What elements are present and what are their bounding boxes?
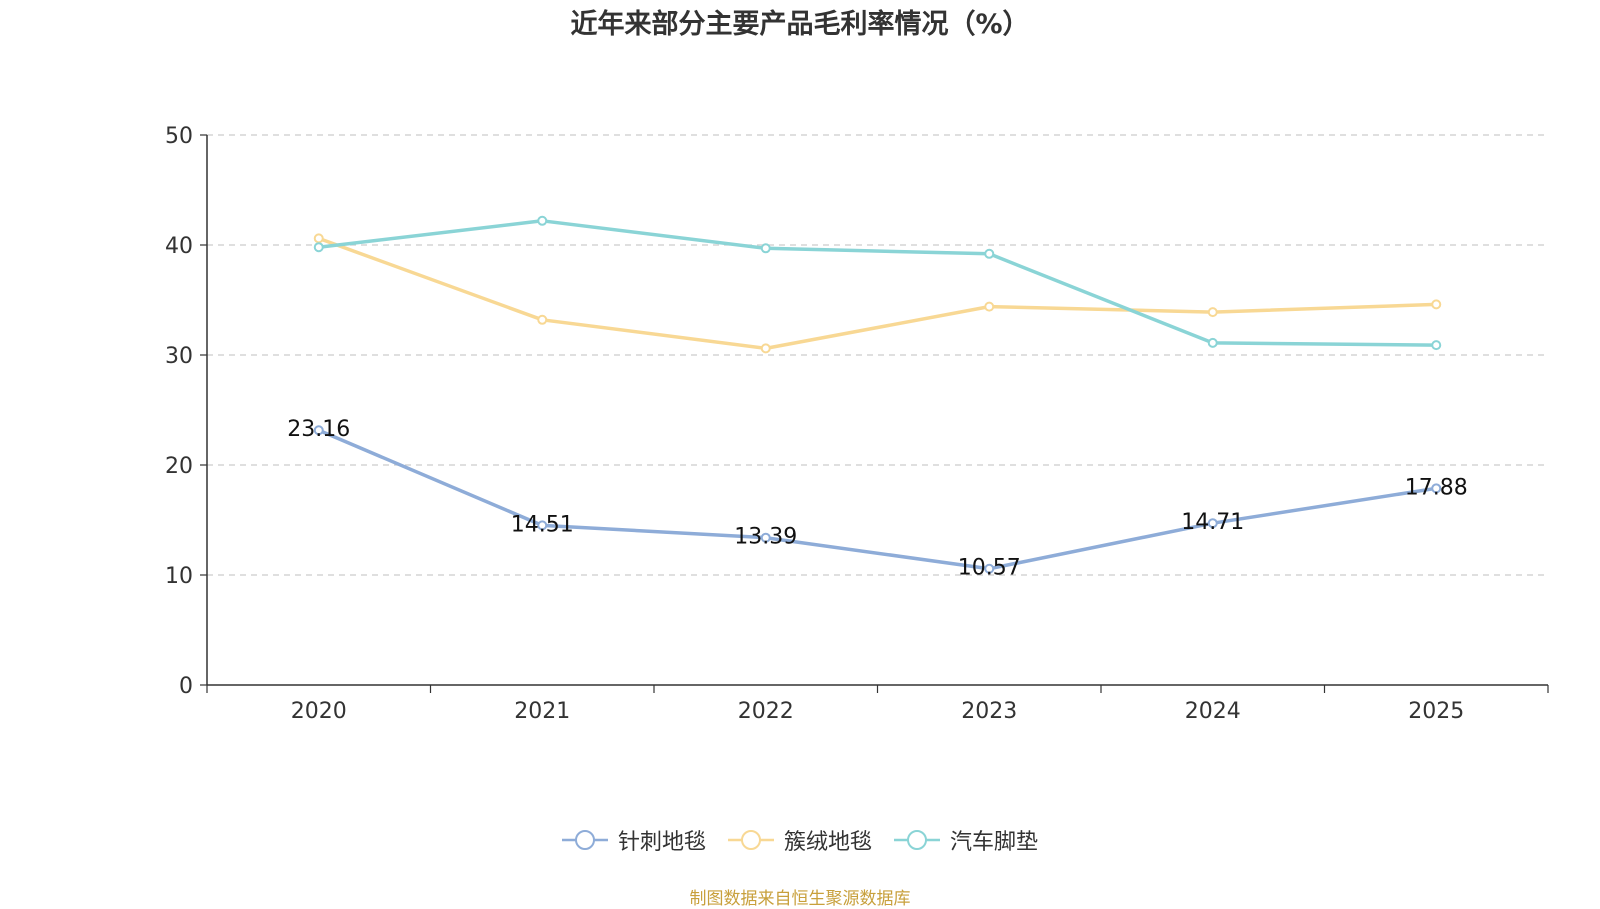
data-point xyxy=(313,233,324,244)
data-point xyxy=(760,532,771,543)
data-point xyxy=(537,314,548,325)
legend-item[interactable]: 汽车脚垫 xyxy=(894,824,1038,856)
legend-label: 簇绒地毯 xyxy=(783,830,872,855)
data-point xyxy=(1431,299,1442,310)
data-point xyxy=(760,343,771,354)
data-point xyxy=(313,425,324,436)
data-label: 17.88 xyxy=(1405,475,1468,500)
data-label: 10.57 xyxy=(958,556,1021,581)
legend-label: 汽车脚垫 xyxy=(950,830,1039,855)
series-line xyxy=(318,236,1437,351)
data-label: 23.16 xyxy=(287,417,350,442)
legend-swatch-icon xyxy=(727,830,774,850)
data-point xyxy=(1207,518,1218,529)
legend-marker xyxy=(740,830,761,850)
x-tick-label: 2022 xyxy=(738,699,794,724)
axes: 0 10 20 30 40 50 2020 2021 2022 2023 2024 2025 xyxy=(165,124,1549,724)
chart-title: 近年来部分主要产品毛利率情况（%） xyxy=(570,9,1030,40)
legend: 针刺地毯 簇绒地毯 汽车脚垫 xyxy=(0,824,1600,856)
y-tick-label: 10 xyxy=(165,564,193,589)
y-tick-label: 0 xyxy=(179,674,193,699)
data-point xyxy=(1431,340,1442,351)
x-tick-label: 2021 xyxy=(514,699,570,724)
data-point xyxy=(1431,483,1442,494)
x-tick-label: 2023 xyxy=(961,699,1017,724)
data-label: 14.71 xyxy=(1181,510,1244,535)
y-tick-label: 30 xyxy=(165,344,193,369)
y-tick-label: 20 xyxy=(165,454,193,479)
source-note: 制图数据来自恒生聚源数据库 xyxy=(689,889,911,909)
x-tick-label: 2020 xyxy=(291,699,347,724)
legend-marker xyxy=(574,830,595,850)
data-label: 14.51 xyxy=(511,512,574,537)
y-tick-label: 40 xyxy=(165,234,193,259)
legend-marker xyxy=(907,830,927,850)
x-tick-label: 2025 xyxy=(1408,699,1464,724)
data-point xyxy=(984,248,995,259)
data-point xyxy=(1207,337,1218,348)
data-point xyxy=(984,301,995,312)
grid-lines xyxy=(207,134,1548,576)
data-point xyxy=(537,520,548,531)
series-line xyxy=(318,219,1437,347)
legend-swatch-icon xyxy=(894,830,940,850)
legend-item[interactable]: 簇绒地毯 xyxy=(727,824,872,856)
data-labels: 23.16 14.51 13.39 10.57 14.71 17.88 xyxy=(287,417,1467,580)
data-point xyxy=(1207,307,1218,318)
y-tick-label: 50 xyxy=(165,124,193,149)
legend-swatch-icon xyxy=(561,830,608,850)
data-point xyxy=(537,215,548,226)
data-point xyxy=(760,243,771,254)
data-label: 13.39 xyxy=(734,525,797,550)
legend-label: 针刺地毯 xyxy=(617,830,706,855)
legend-item[interactable]: 针刺地毯 xyxy=(561,824,706,856)
series-lines xyxy=(313,215,1442,574)
series-line xyxy=(318,428,1437,571)
data-point xyxy=(984,563,995,574)
x-tick-label: 2024 xyxy=(1185,699,1241,724)
data-point xyxy=(313,242,324,253)
